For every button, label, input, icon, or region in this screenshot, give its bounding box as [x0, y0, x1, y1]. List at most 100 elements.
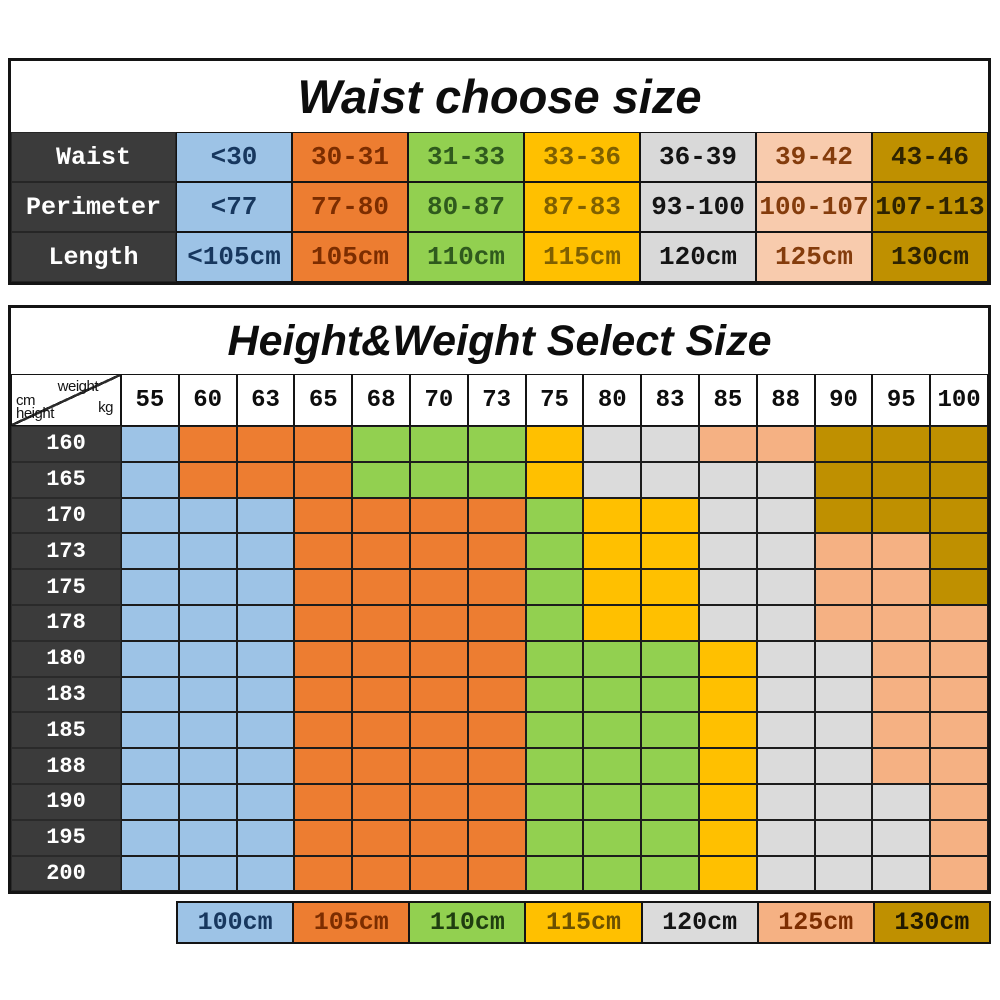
size-matrix-cell [294, 569, 353, 605]
size-matrix-cell [294, 640, 353, 677]
size-matrix-cell [236, 533, 295, 570]
size-matrix-cell [756, 676, 815, 713]
size-matrix-cell [698, 676, 757, 713]
size-matrix-cell [756, 819, 815, 856]
size-matrix-cell [641, 676, 699, 713]
height-row-label: 178 [11, 604, 121, 641]
legend-item: 110cm [409, 902, 526, 943]
size-matrix-cell [698, 783, 757, 820]
size-matrix-cell [698, 640, 757, 677]
height-row-label: 195 [11, 819, 121, 856]
size-matrix-cell [930, 461, 988, 498]
size-matrix-cell [352, 676, 410, 713]
size-matrix-cell [814, 604, 873, 641]
size-matrix-cell [121, 712, 179, 749]
size-matrix-cell [698, 497, 757, 534]
waist-size-table: Waist choose size Waist <30 30-31 31-33 33-3… [8, 58, 991, 285]
size-matrix-cell [178, 748, 237, 784]
size-matrix-cell [583, 783, 642, 820]
waist-size-cell: 125cm [756, 232, 872, 282]
weight-axis-label: weight [57, 378, 99, 395]
size-matrix-cell [236, 604, 295, 641]
size-matrix-cell [236, 676, 295, 713]
size-matrix-cell [756, 640, 815, 677]
size-matrix-cell [698, 712, 757, 749]
size-matrix-cell [698, 461, 757, 498]
height-weight-table-title: Height&Weight Select Size [227, 316, 772, 365]
size-matrix-cell [121, 855, 179, 892]
waist-size-cell: 115cm [524, 232, 640, 282]
waist-size-cell: 39-42 [756, 132, 872, 182]
size-matrix-cell [930, 855, 988, 892]
size-matrix-cell [525, 783, 584, 820]
size-matrix-cell [930, 712, 988, 749]
size-matrix-cell [121, 461, 179, 498]
size-matrix-cell [756, 748, 815, 784]
size-matrix-cell [756, 712, 815, 749]
size-matrix-cell [872, 497, 931, 534]
size-matrix-cell [409, 640, 468, 677]
size-matrix-cell [872, 461, 931, 498]
size-matrix-cell [930, 676, 988, 713]
size-matrix-cell [641, 819, 699, 856]
waist-size-cell: 93-100 [640, 182, 756, 232]
weight-column-header: 73 [467, 374, 526, 426]
size-matrix-cell [467, 569, 526, 605]
legend-item: 120cm [641, 902, 758, 943]
legend-item: 130cm [873, 902, 990, 943]
size-matrix-cell [583, 819, 642, 856]
size-matrix-cell [352, 604, 410, 641]
size-matrix-cell [930, 569, 988, 605]
waist-size-cell: 36-39 [640, 132, 756, 182]
size-matrix-cell [641, 748, 699, 784]
size-matrix-cell [178, 569, 237, 605]
size-matrix-cell [467, 461, 526, 498]
size-matrix-cell [525, 748, 584, 784]
size-matrix-cell [583, 855, 642, 892]
size-matrix-cell [814, 748, 873, 784]
height-row-label: 175 [11, 569, 121, 605]
size-matrix-cell [756, 569, 815, 605]
height-row-label: 190 [11, 783, 121, 820]
size-matrix-cell [814, 783, 873, 820]
size-matrix-cell [409, 783, 468, 820]
weight-column-header: 70 [409, 374, 468, 426]
size-matrix-cell [294, 783, 353, 820]
size-matrix-cell [409, 497, 468, 534]
size-matrix-cell [583, 461, 642, 498]
size-matrix-cell [409, 569, 468, 605]
size-matrix-cell [872, 783, 931, 820]
waist-size-cell: 110cm [408, 232, 524, 282]
size-matrix-cell [178, 819, 237, 856]
size-matrix-cell [236, 855, 295, 892]
size-matrix-cell [583, 604, 642, 641]
weight-column-header: 55 [121, 374, 179, 426]
weight-column-header: 80 [583, 374, 642, 426]
size-matrix-cell [236, 461, 295, 498]
height-row-label: 180 [11, 640, 121, 677]
size-matrix-cell [872, 569, 931, 605]
size-matrix-cell [409, 533, 468, 570]
size-matrix-cell [294, 604, 353, 641]
size-matrix-cell [467, 676, 526, 713]
size-matrix-cell [236, 748, 295, 784]
size-matrix-cell [930, 783, 988, 820]
size-matrix-cell [121, 604, 179, 641]
size-matrix-cell [641, 461, 699, 498]
waist-size-cell: 120cm [640, 232, 756, 282]
size-matrix-cell [872, 676, 931, 713]
waist-row-label: Length [11, 232, 176, 282]
size-matrix-cell [756, 783, 815, 820]
waist-size-cell: 130cm [872, 232, 988, 282]
size-matrix-cell [583, 569, 642, 605]
weight-column-header: 60 [178, 374, 237, 426]
size-matrix-cell [814, 569, 873, 605]
size-matrix-cell [352, 819, 410, 856]
weight-column-header: 75 [525, 374, 584, 426]
size-matrix-cell [121, 533, 179, 570]
waist-size-cell: 87-83 [524, 182, 640, 232]
size-matrix-cell [583, 533, 642, 570]
size-matrix-cell [814, 533, 873, 570]
size-matrix-cell [814, 426, 873, 462]
size-matrix-cell [930, 497, 988, 534]
